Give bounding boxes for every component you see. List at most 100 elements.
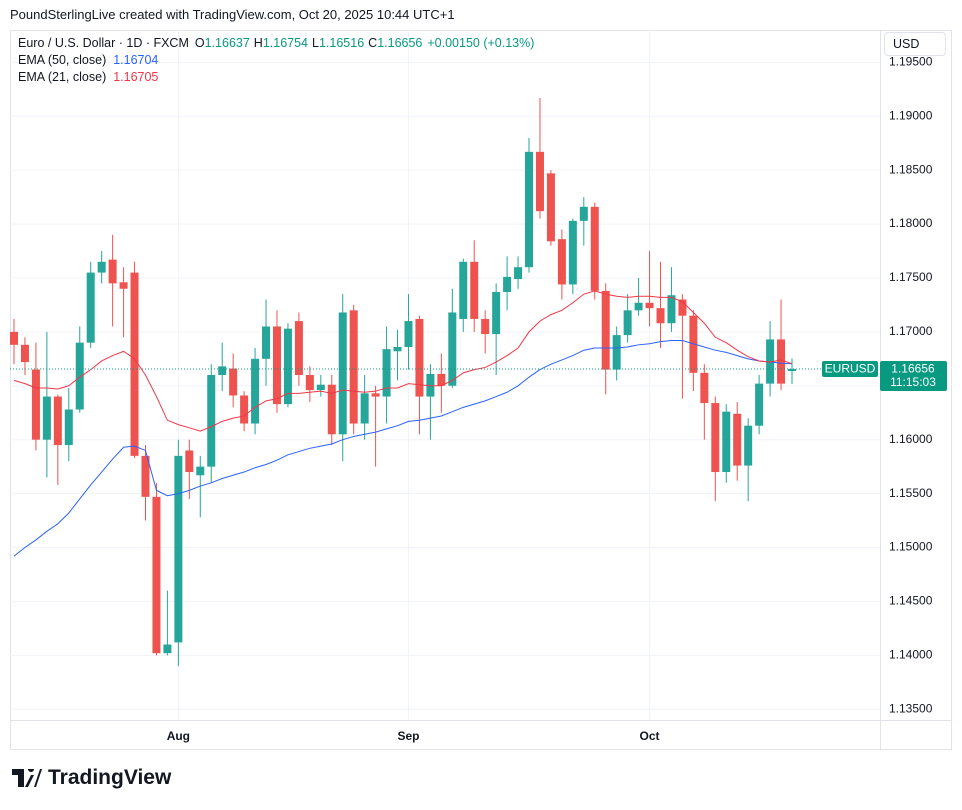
candle-body [546, 173, 555, 242]
legend-value: 1.16704 [113, 53, 159, 67]
brand-logo [12, 769, 42, 787]
candle-body [590, 206, 599, 291]
attribution: PoundSterlingLive created with TradingVi… [10, 7, 455, 22]
candle-body [141, 455, 150, 497]
candle-body [667, 295, 676, 324]
candle-body [470, 261, 479, 319]
x-tick-label: Oct [640, 729, 660, 743]
candle-body [744, 425, 753, 466]
candle-body [229, 368, 238, 396]
candle-body [10, 331, 18, 345]
candle-body [415, 318, 424, 397]
candle-body [316, 384, 325, 391]
legend-value: 1.16516 [318, 36, 365, 50]
y-tick-label: 1.14000 [889, 647, 933, 661]
legend-letter: O [194, 36, 205, 50]
y-tick-label: 1.19000 [889, 108, 933, 122]
brand-name: TradingView [48, 766, 172, 789]
candle-body [305, 375, 314, 391]
candle-body [185, 450, 194, 473]
candle-body [163, 644, 172, 654]
candle-body [700, 372, 709, 404]
candle-body [492, 291, 501, 335]
candle-body [53, 396, 62, 446]
x-tick-label: Aug [167, 729, 190, 743]
candle-body [404, 321, 413, 347]
symbol: Euro / U.S. Dollar · 1D · FXCM [18, 36, 189, 50]
axes: 1.13500 1.14000 1.14500 1.15000 1.15500 1.160… [167, 55, 947, 743]
candle-body [42, 396, 51, 440]
legend-value: 1.16656 [377, 36, 423, 50]
candle-body [426, 373, 435, 397]
y-tick-label: 1.17500 [889, 270, 933, 284]
chart-frame [10, 30, 952, 750]
candle-body [251, 358, 260, 424]
candle-body [174, 455, 183, 643]
candle-body [371, 393, 380, 397]
y-tick-label: 1.18500 [889, 162, 933, 176]
candle-body [623, 310, 632, 336]
legend-name: EMA (50, close) [18, 53, 107, 67]
candle-body [75, 342, 84, 410]
candle-body [349, 310, 358, 424]
candle-body [525, 151, 534, 268]
y-tick-label: 1.15000 [889, 540, 933, 554]
candle-body [20, 344, 29, 363]
candle-body [689, 315, 698, 373]
price-tag-value: 1.16656 [891, 362, 935, 376]
candle-body [152, 496, 161, 654]
y-tick-label: 1.13500 [889, 701, 933, 715]
currency-button[interactable]: USD [884, 32, 946, 56]
candle-body [722, 411, 731, 473]
price-tag-countdown: 11:15:03 [890, 375, 936, 389]
x-tick-label: Sep [397, 729, 419, 743]
candle-body [338, 312, 347, 435]
legend-ema21: EMA (21, close) 1.16705 [18, 69, 534, 86]
candle-body [634, 302, 643, 311]
candle-body [240, 395, 249, 424]
candle-body [535, 151, 544, 212]
candle-body [86, 272, 95, 343]
legend-change: +0.00150 (+0.13%) [427, 36, 535, 50]
candle-body [196, 466, 205, 476]
candle-body [108, 259, 117, 284]
candle-body [64, 409, 73, 446]
legend-value: 1.16705 [113, 70, 159, 84]
candle-body [327, 384, 336, 435]
legend-name: EMA (21, close) [18, 70, 107, 84]
legend-ema50: EMA (50, close) 1.16704 [18, 52, 534, 69]
legend-letter: H [253, 36, 263, 50]
candle-body [97, 261, 106, 273]
candle-body [711, 403, 720, 473]
candle-body [514, 267, 523, 280]
y-tick-label: 1.19500 [889, 55, 933, 69]
candle-body [262, 326, 271, 359]
candle-body [503, 276, 512, 292]
legend-value: 1.16637 [204, 36, 250, 50]
legend-value: 1.16754 [262, 36, 309, 50]
y-tick-label: 1.16000 [889, 432, 933, 446]
candle-body [448, 312, 457, 386]
candle-body [130, 272, 139, 456]
candle-body [645, 302, 654, 309]
candle-body [678, 299, 687, 316]
candle-body [755, 383, 764, 426]
y-tick-label: 1.18000 [889, 216, 933, 230]
legend: Euro / U.S. Dollar · 1D · FXCM O1.16637 H1… [18, 35, 534, 86]
symbol-tag-label: EURUSD [825, 362, 876, 376]
legend-symbol-row: Euro / U.S. Dollar · 1D · FXCM O1.16637 H1… [18, 35, 534, 52]
candle-body [579, 206, 588, 221]
price-tag [880, 360, 947, 391]
legend-letter: L [312, 36, 319, 50]
brand: TradingView [12, 766, 171, 790]
candle-body [119, 282, 128, 289]
legend-letter: C [368, 36, 378, 50]
candle-body [207, 375, 216, 467]
y-tick-label: 1.17000 [889, 324, 933, 338]
candle-body [557, 239, 566, 285]
ema-line [13, 290, 793, 432]
candle-body [656, 308, 665, 324]
candle-body [788, 368, 796, 372]
candle-body [218, 366, 227, 375]
candle-body [393, 346, 402, 352]
